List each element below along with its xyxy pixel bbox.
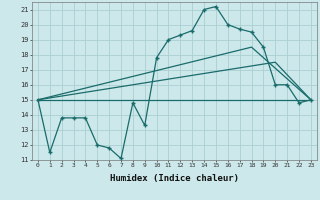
X-axis label: Humidex (Indice chaleur): Humidex (Indice chaleur) [110, 174, 239, 183]
